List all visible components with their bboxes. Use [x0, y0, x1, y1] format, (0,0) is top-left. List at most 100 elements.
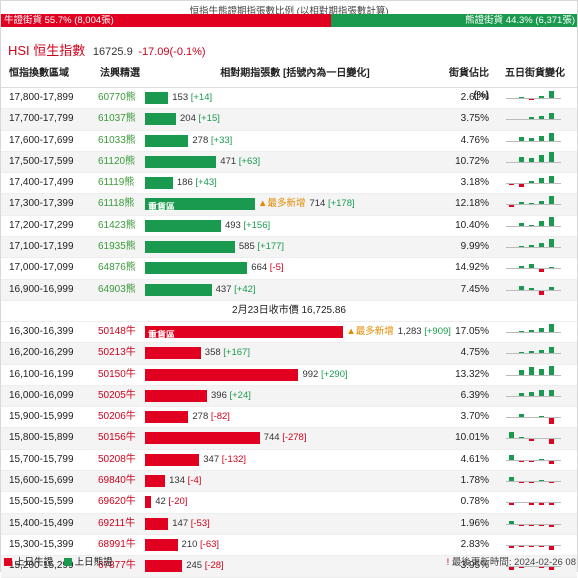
sparkline-baseline	[506, 566, 561, 568]
contracts-delta: [-53]	[190, 517, 210, 529]
sparkline-chart	[506, 89, 561, 107]
contracts-delta: [+909]	[424, 325, 451, 337]
sparkline-bar	[529, 116, 534, 120]
sparkline-bar	[539, 545, 544, 548]
row-share: 17.05%	[455, 325, 489, 337]
contracts-bar	[145, 538, 178, 551]
contracts-bar	[145, 496, 152, 509]
row-code-link[interactable]: 61119熊	[98, 177, 135, 189]
contracts-bar	[145, 560, 183, 573]
contracts-count: 186	[176, 177, 193, 189]
sparkline-bar	[549, 287, 554, 290]
contracts-bar	[145, 453, 200, 466]
contracts-count: 664	[251, 262, 268, 274]
row-code-link[interactable]: 68991牛	[98, 538, 136, 550]
table-row: 17,500-17,599 61120熊 471 [+63] 10.72%	[1, 151, 577, 174]
sparkline-baseline	[506, 481, 561, 483]
row-code-link[interactable]: 50213牛	[98, 347, 136, 359]
row-code-link[interactable]: 50208牛	[98, 453, 136, 465]
sparkline-bar	[549, 152, 554, 162]
contracts-count: 134	[169, 475, 185, 487]
contracts-label: 147 [-53]	[172, 514, 210, 534]
sparkline-baseline	[506, 417, 561, 419]
trend-sparkline	[506, 217, 561, 235]
sparkline-bar	[539, 243, 544, 248]
contracts-bar-group: 278 [-82]	[145, 411, 230, 424]
sparkline-bar	[539, 328, 544, 332]
row-code-link[interactable]: 67877牛	[98, 560, 136, 572]
contracts-label: 278 [+33]	[192, 131, 232, 151]
row-code-link[interactable]: 64876熊	[98, 262, 136, 274]
legend-bull-label: 上日牛證	[15, 557, 54, 568]
sparkline-bar	[509, 432, 514, 439]
sparkline-bar	[519, 524, 524, 526]
sparkline-bar	[529, 524, 534, 526]
row-range: 17,500-17,599	[9, 155, 74, 167]
contracts-delta: [+43]	[195, 177, 217, 189]
contracts-bar	[145, 389, 207, 402]
row-share: 13.32%	[455, 368, 489, 380]
row-code-link[interactable]: 61120熊	[98, 155, 136, 167]
sparkline-bar	[549, 267, 554, 269]
sparkline-bar	[549, 482, 554, 484]
row-code-link[interactable]: 50150牛	[98, 368, 136, 380]
contracts-bar-group: 347 [-132]	[145, 453, 246, 466]
row-code-link[interactable]: 50206牛	[98, 411, 136, 423]
row-code-link[interactable]: 69211牛	[98, 517, 136, 529]
row-range: 16,300-16,399	[9, 325, 74, 337]
contracts-label: 358 [+167]	[205, 343, 250, 363]
contracts-bar-group: 42 [-20]	[145, 496, 187, 509]
table-row: 16,100-16,199 50150牛 992 [+290] 13.32%	[1, 365, 577, 386]
sparkline-chart	[506, 515, 561, 533]
sparkline-bar	[529, 138, 534, 141]
row-code-link[interactable]: 69840牛	[98, 475, 136, 487]
row-code-link[interactable]: 60770熊	[98, 92, 136, 103]
row-code-link[interactable]: 61033熊	[98, 134, 136, 146]
sparkline-bar	[519, 413, 524, 418]
heavy-zone-tag: 重貨區	[148, 202, 176, 213]
sparkline-bar	[519, 223, 524, 226]
row-code-link[interactable]: 61118熊	[98, 198, 135, 210]
sparkline-bar	[509, 567, 514, 570]
row-code-link[interactable]: 61935熊	[98, 241, 136, 253]
row-code-link[interactable]: 64903熊	[98, 283, 136, 295]
sparkline-chart	[506, 259, 561, 277]
sparkline-bar	[549, 418, 554, 425]
sparkline-bar	[529, 482, 534, 484]
row-share: 0.78%	[460, 496, 489, 508]
sparkline-bar	[529, 503, 534, 505]
row-code-link[interactable]: 50156牛	[98, 432, 136, 444]
sparkline-chart	[506, 493, 561, 511]
trend-sparkline	[506, 408, 561, 426]
sparkline-chart	[506, 110, 561, 128]
row-share: 3.70%	[460, 411, 489, 423]
alert-icon: !	[446, 557, 450, 568]
sparkline-baseline	[506, 98, 561, 99]
sparkline-baseline	[506, 374, 561, 376]
contracts-count: 992	[302, 368, 319, 380]
sparkline-bar	[529, 99, 534, 101]
row-code-link[interactable]: 61423熊	[98, 219, 136, 231]
sparkline-chart	[506, 366, 561, 384]
sparkline-chart	[506, 174, 561, 192]
sparkline-bar	[549, 439, 554, 445]
header-contracts: 相對期指張數 [括號內為一日變化]	[220, 68, 370, 79]
sparkline-bar	[519, 369, 524, 375]
contracts-delta: [+14]	[190, 92, 213, 103]
contracts-label: 471 [+63]	[220, 152, 260, 172]
sparkline-baseline	[506, 544, 561, 546]
contracts-bar	[145, 155, 217, 168]
row-code-link[interactable]: 69620牛	[98, 496, 136, 508]
table-row: 15,900-15,999 50206牛 278 [-82] 3.70%	[1, 407, 577, 429]
trend-sparkline	[506, 238, 561, 256]
row-code-link[interactable]: 61037熊	[98, 113, 136, 125]
row-code-link[interactable]: 50205牛	[98, 389, 136, 401]
sparkline-bar	[519, 393, 524, 396]
sparkline-bar	[519, 184, 524, 187]
row-code-link[interactable]: 50148牛	[98, 325, 136, 337]
contracts-bar	[145, 177, 173, 190]
row-share: 2.61%	[460, 92, 489, 103]
sparkline-bar	[509, 454, 514, 460]
sparkline-baseline	[506, 353, 561, 355]
index-value: 16725.9	[92, 46, 133, 58]
